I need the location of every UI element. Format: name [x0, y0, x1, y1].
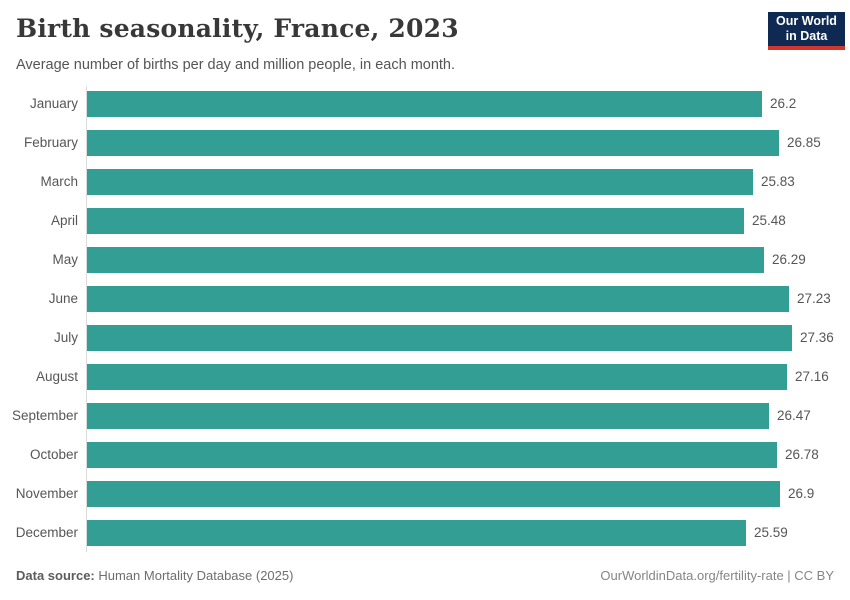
bar-row-april: April 25.48 [0, 208, 850, 234]
bar-november[interactable] [87, 481, 780, 507]
bar-row-december: December 25.59 [0, 520, 850, 546]
value-label-december: 25.59 [754, 525, 788, 540]
bar-december[interactable] [87, 520, 746, 546]
bar-row-january: January 26.2 [0, 91, 850, 117]
footer-link[interactable]: OurWorldinData.org/fertility-rate | CC B… [600, 568, 834, 583]
bar-august[interactable] [87, 364, 787, 390]
value-label-april: 25.48 [752, 213, 786, 228]
bar-row-july: July 27.36 [0, 325, 850, 351]
bar-row-october: October 26.78 [0, 442, 850, 468]
month-label-april: April [50, 213, 78, 228]
value-label-august: 27.16 [795, 369, 829, 384]
month-label-august: August [35, 369, 78, 384]
bar-february[interactable] [87, 130, 779, 156]
bar-september[interactable] [87, 403, 769, 429]
data-source-text: Human Mortality Database (2025) [94, 568, 294, 583]
bar-row-august: August 27.16 [0, 364, 850, 390]
month-label-october: October [29, 447, 78, 462]
bar-july[interactable] [87, 325, 792, 351]
owid-logo[interactable]: Our World in Data [768, 12, 845, 46]
value-label-may: 26.29 [772, 252, 806, 267]
value-label-june: 27.23 [797, 291, 831, 306]
month-label-july: July [53, 330, 78, 345]
bar-row-may: May 26.29 [0, 247, 850, 273]
bar-june[interactable] [87, 286, 789, 312]
bar-april[interactable] [87, 208, 744, 234]
bar-may[interactable] [87, 247, 764, 273]
value-label-february: 26.85 [787, 135, 821, 150]
month-label-september: September [11, 408, 78, 423]
chart-footer: Data source: Human Mortality Database (2… [16, 568, 834, 583]
month-label-december: December [15, 525, 78, 540]
owid-logo-stripe [768, 46, 845, 50]
month-label-february: February [23, 135, 78, 150]
bar-october[interactable] [87, 442, 777, 468]
value-label-july: 27.36 [800, 330, 834, 345]
value-label-november: 26.9 [788, 486, 815, 501]
owid-logo-line1: Our World [776, 13, 837, 28]
owid-logo-line2: in Data [785, 29, 828, 43]
value-label-september: 26.47 [777, 408, 811, 423]
bar-row-november: November 26.9 [0, 481, 850, 507]
month-label-may: May [52, 252, 78, 267]
bar-row-february: February 26.85 [0, 130, 850, 156]
chart-title: Birth seasonality, France, 2023 [16, 14, 459, 43]
bar-row-march: March 25.83 [0, 169, 850, 195]
value-label-october: 26.78 [785, 447, 819, 462]
value-label-march: 25.83 [761, 174, 795, 189]
bar-row-june: June 27.23 [0, 286, 850, 312]
month-label-june: June [48, 291, 78, 306]
data-source-label: Data source: [16, 568, 95, 583]
month-label-march: March [40, 174, 78, 189]
bar-march[interactable] [87, 169, 753, 195]
data-source: Data source: Human Mortality Database (2… [16, 568, 293, 583]
y-axis-line [86, 86, 87, 552]
chart-subtitle: Average number of births per day and mil… [16, 57, 456, 73]
bar-row-september: September 26.47 [0, 403, 850, 429]
month-label-january: January [29, 96, 78, 111]
month-label-november: November [15, 486, 78, 501]
bar-january[interactable] [87, 91, 762, 117]
value-label-january: 26.2 [770, 96, 797, 111]
